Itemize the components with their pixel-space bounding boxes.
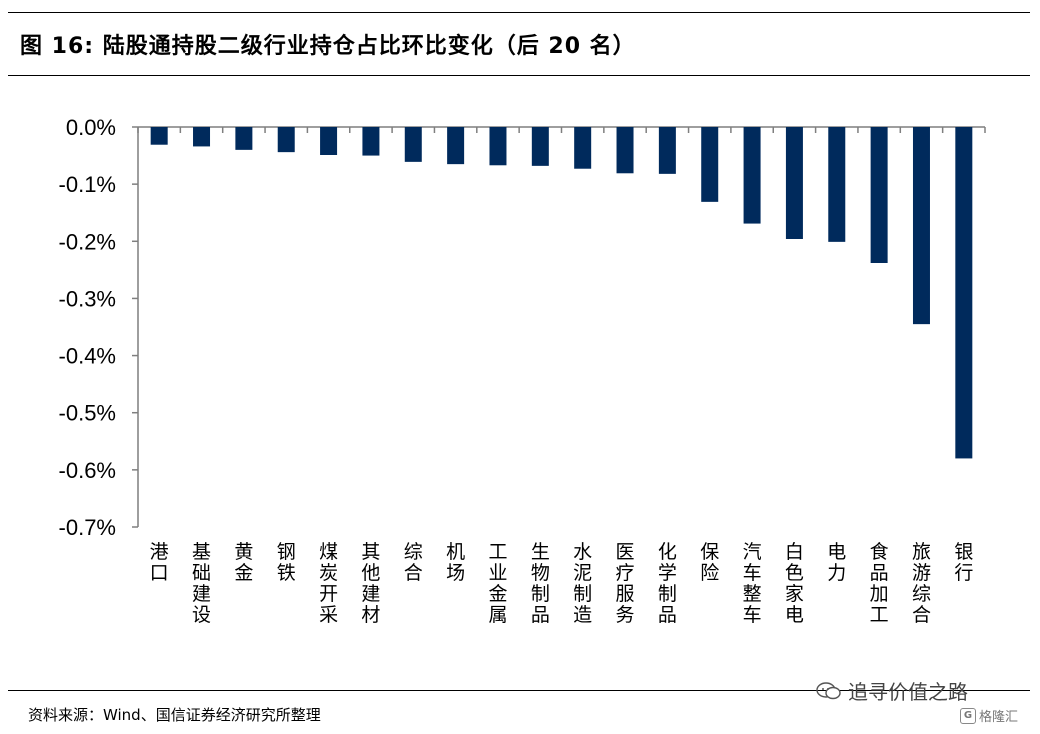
x-tick-label: 保险 xyxy=(700,541,719,584)
watermark-text: 追寻价值之路 xyxy=(848,680,968,704)
bar-6 xyxy=(362,127,380,156)
x-tick-label: 电力 xyxy=(827,541,846,584)
bar-20 xyxy=(955,127,973,459)
bar-5 xyxy=(320,127,338,155)
y-tick-label: -0.5% xyxy=(59,401,116,426)
x-tick-label: 综合 xyxy=(404,541,423,584)
bottom-rule xyxy=(8,690,1030,691)
x-tick-label: 其他建材 xyxy=(361,541,380,626)
bar-13 xyxy=(658,127,676,174)
x-tick-label: 机场 xyxy=(446,541,465,584)
bar-7 xyxy=(404,127,422,162)
x-tick-label: 黄金 xyxy=(234,541,253,584)
bar-4 xyxy=(277,127,295,153)
x-tick-label: 旅游综合 xyxy=(912,541,931,626)
y-tick-label: -0.2% xyxy=(59,229,116,254)
brand-text: 格隆汇 xyxy=(979,710,1019,725)
y-tick-label: -0.3% xyxy=(59,286,116,311)
bar-10 xyxy=(531,127,549,166)
y-tick-label: 0.0% xyxy=(66,115,116,140)
figure-title: 图 16: 陆股通持股二级行业持仓占比环比变化（后 20 名） xyxy=(20,34,636,59)
bar-1 xyxy=(150,127,168,145)
bar-12 xyxy=(616,127,634,174)
title-rule xyxy=(8,75,1030,76)
x-tick-label: 生物制品 xyxy=(531,541,550,626)
x-tick-label: 水泥制造 xyxy=(573,541,592,626)
bar-17 xyxy=(828,127,846,242)
bar-19 xyxy=(912,127,930,325)
bar-16 xyxy=(785,127,803,239)
bar-9 xyxy=(489,127,507,166)
x-tick-label: 煤炭开采 xyxy=(319,541,338,626)
x-tick-label: 医疗服务 xyxy=(616,541,635,626)
y-tick-label: -0.4% xyxy=(59,344,116,369)
x-tick-label: 基础建设 xyxy=(192,541,211,626)
y-tick-label: -0.7% xyxy=(59,515,116,540)
x-tick-label: 港口 xyxy=(150,541,169,584)
bar-18 xyxy=(870,127,888,263)
brand-watermark: G 格隆汇 xyxy=(960,706,1018,725)
y-tick-label: -0.6% xyxy=(59,458,116,483)
gelonghui-logo-icon: G xyxy=(960,707,976,724)
y-tick-label: -0.1% xyxy=(59,172,116,197)
bar-2 xyxy=(193,127,211,147)
bar-15 xyxy=(743,127,761,224)
bar-11 xyxy=(574,127,592,169)
x-tick-label: 白色家电 xyxy=(785,541,804,626)
bar-chart: 0.0% -0.1% -0.2% -0.3% -0.4% -0.5% -0.6% -0.7% 港… xyxy=(59,115,986,626)
x-tick-label: 食品加工 xyxy=(870,541,889,626)
watermark: 追寻价值之路 xyxy=(816,676,968,705)
top-rule xyxy=(8,12,1030,13)
wechat-icon xyxy=(816,681,841,699)
x-tick-label: 钢铁 xyxy=(277,541,296,584)
x-tick-label: 化学制品 xyxy=(658,541,677,626)
x-tick-label: 银行 xyxy=(954,541,973,584)
bar-8 xyxy=(447,127,465,165)
source-note: 资料来源：Wind、国信证券经济研究所整理 xyxy=(28,706,321,724)
x-tick-label: 工业金属 xyxy=(488,541,507,626)
bar-14 xyxy=(701,127,719,202)
bar-3 xyxy=(235,127,253,150)
x-tick-label: 汽车整车 xyxy=(743,541,762,626)
